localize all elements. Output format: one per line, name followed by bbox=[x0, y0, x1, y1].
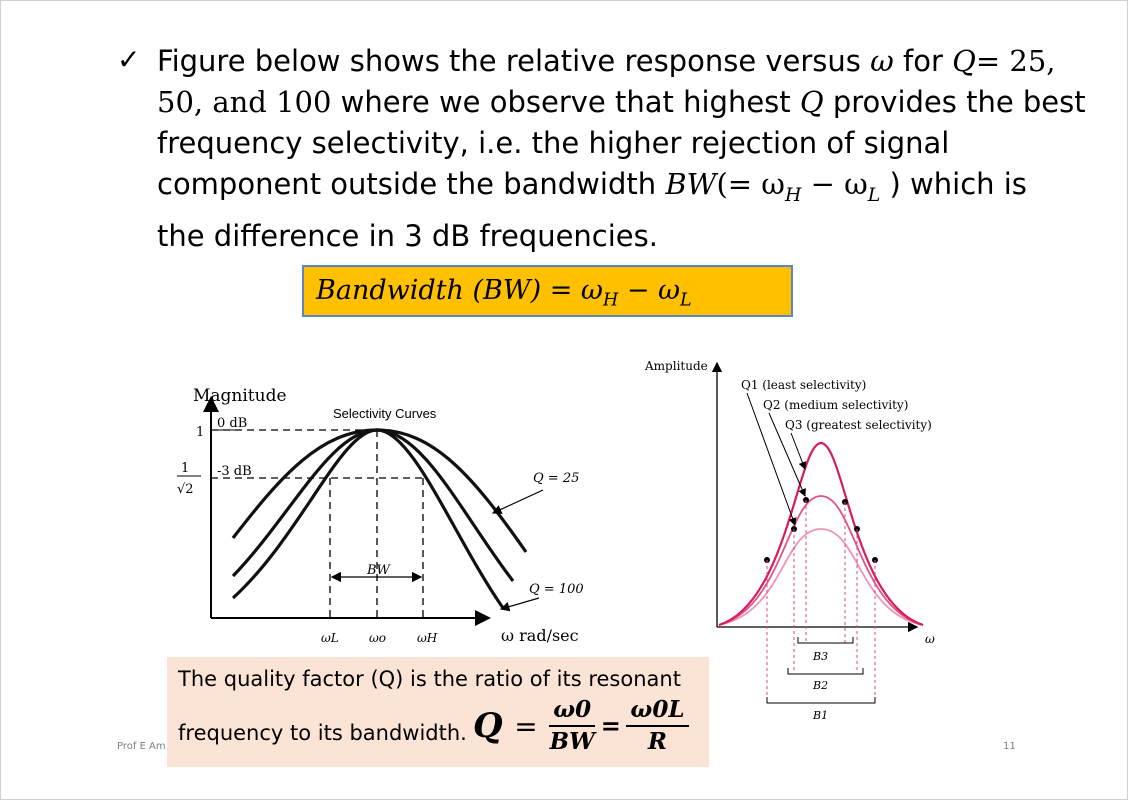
curve-q2 bbox=[718, 495, 924, 626]
b1-label: B1 bbox=[812, 709, 828, 722]
q-formula: Q = ω0 BW = ω0L R bbox=[473, 695, 689, 757]
b2-label: B2 bbox=[812, 679, 828, 692]
q-text-line-2: frequency to its bandwidth. bbox=[178, 721, 467, 745]
quality-factor-box: The quality factor (Q) is the ratio of i… bbox=[167, 657, 709, 767]
x-wl: ωL bbox=[321, 631, 339, 645]
bullet-line-4: component outside the bandwidth BW(= ωH … bbox=[157, 167, 1027, 206]
x-axis-label: ω rad/sec bbox=[501, 626, 579, 645]
x-wh: ωH bbox=[417, 631, 438, 645]
b3-label: B3 bbox=[812, 650, 828, 663]
magnitude-label: Magnitude bbox=[193, 386, 287, 406]
bullet-line-5: the difference in 3 dB frequencies. bbox=[157, 218, 658, 253]
curve-q3 bbox=[718, 441, 924, 627]
page-number: 11 bbox=[1003, 741, 1016, 752]
selectivity-curves-figure: Magnitude Selectivity Curves 1 0 dB 1 √2… bbox=[177, 386, 584, 645]
q3-label: Q3 (greatest selectivity) bbox=[785, 418, 932, 432]
bullet-line-3: frequency selectivity, i.e. the higher r… bbox=[157, 126, 950, 160]
footer-author: Prof E Am bbox=[117, 741, 166, 752]
curve-q25 bbox=[231, 428, 528, 553]
q1-label: Q1 (least selectivity) bbox=[741, 378, 866, 392]
y-tick-num: 1 bbox=[181, 461, 189, 476]
y-tick-den: √2 bbox=[177, 482, 194, 497]
bullet-line-1: Figure below shows the relative response… bbox=[157, 44, 1056, 78]
curve-q1 bbox=[718, 528, 924, 626]
q2-label: Q2 (medium selectivity) bbox=[763, 398, 908, 412]
amplitude-selectivity-figure: Amplitude ω B3 B2 B1 Q1 (least selectivi… bbox=[644, 359, 935, 722]
bullet-line-2: 50, and 100 where we observe that highes… bbox=[157, 85, 1086, 119]
omega-label: ω bbox=[925, 632, 935, 646]
bandwidth-formula-box: Bandwidth (BW) = ωH − ωL bbox=[302, 265, 793, 317]
q-text-line-1: The quality factor (Q) is the ratio of i… bbox=[178, 667, 681, 691]
check-icon: ✓ bbox=[117, 43, 141, 76]
amplitude-label: Amplitude bbox=[644, 359, 708, 373]
x-wo: ωo bbox=[369, 631, 386, 645]
bw-label: BW bbox=[366, 563, 392, 578]
curve-q100 bbox=[231, 428, 505, 609]
label-0db: 0 dB bbox=[217, 416, 247, 431]
selectivity-title: Selectivity Curves bbox=[333, 406, 437, 421]
label-3db: -3 dB bbox=[217, 464, 252, 479]
q100-label: Q = 100 bbox=[529, 582, 584, 597]
y-tick-1: 1 bbox=[196, 425, 204, 440]
q25-label: Q = 25 bbox=[533, 471, 579, 486]
